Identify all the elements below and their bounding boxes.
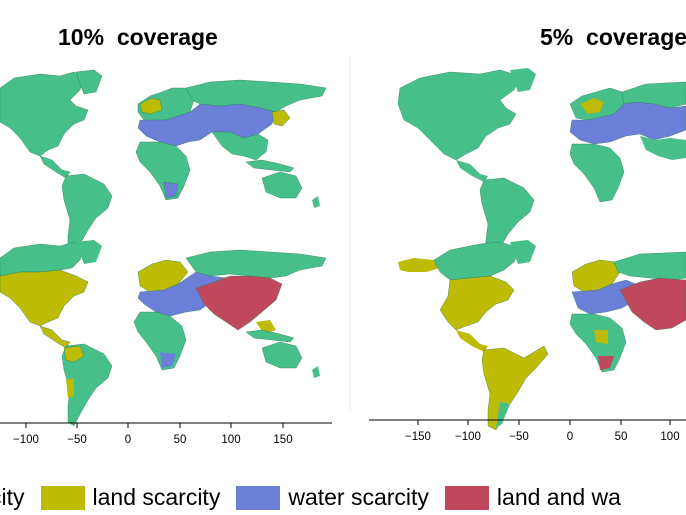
x-tick-label: 100	[221, 434, 240, 446]
r-usa-land	[439, 275, 515, 331]
r-greenland-bottom	[510, 240, 536, 264]
legend-label: water scarcity	[288, 484, 429, 510]
legend-item: land scarcity	[40, 484, 221, 511]
australia-bottom	[261, 341, 303, 369]
r-south-asia	[640, 136, 686, 160]
r-south-america-bottom	[481, 345, 549, 431]
r-greenland	[510, 68, 536, 92]
panel-title-10pct: 10% coverage	[58, 24, 218, 50]
south-america-bottom	[61, 343, 113, 427]
sea-land	[256, 320, 276, 334]
map-left-bottom	[0, 240, 327, 427]
r-africa	[569, 143, 625, 203]
r-europe-bottom	[571, 259, 621, 293]
africa-bottom-water	[160, 352, 176, 368]
australia	[261, 171, 303, 199]
x-tick-label: −100	[13, 434, 39, 446]
legend-swatch	[444, 485, 489, 510]
africa	[135, 141, 191, 201]
mexico-land	[39, 325, 71, 349]
r-south-africa-red	[598, 356, 614, 370]
legend-item: water scarcity	[236, 484, 429, 511]
map-right-bottom	[398, 240, 686, 431]
x-tick-label: 150	[273, 434, 292, 446]
canada-bottom	[0, 241, 85, 277]
x-tick-label: −150	[405, 431, 431, 443]
panel-title-5pct: 5% coverage	[540, 24, 686, 50]
greenland	[75, 69, 103, 95]
east-asia-land	[271, 109, 291, 127]
north-america	[0, 71, 89, 157]
legend-item: city	[0, 484, 25, 511]
r-africa-bottom	[569, 313, 627, 373]
x-tick-label: 50	[615, 431, 628, 443]
south-asia	[211, 131, 269, 161]
r-alaska-land	[398, 258, 440, 272]
legend-label: land and wa	[496, 484, 621, 510]
map-right-top	[397, 68, 686, 261]
r-canada-bottom	[433, 241, 521, 281]
x-tick-label: 100	[660, 431, 679, 443]
new-zealand	[312, 196, 320, 208]
r-africa-bottom-land	[594, 330, 608, 344]
legend-label: city	[0, 484, 25, 510]
legend-swatch	[236, 485, 281, 510]
x-tick-label: −100	[455, 431, 481, 443]
map-left-top	[0, 69, 327, 257]
r-north-america	[397, 69, 521, 161]
indonesia-bottom	[245, 329, 295, 343]
south-america-land	[63, 345, 85, 363]
r-europe-land	[580, 98, 604, 114]
legend-item: land and wa	[444, 484, 621, 511]
r-land-water-belt	[619, 277, 686, 331]
usa-land-scarcity	[0, 269, 89, 327]
x-tick-label: −50	[67, 434, 87, 446]
x-tick-label: 0	[125, 434, 131, 446]
x-axis-right: −150 −100 −50 0 50 100	[369, 419, 686, 443]
greenland-bottom	[76, 240, 102, 264]
nz-bottom	[312, 366, 320, 378]
legend-label: land scarcity	[92, 484, 221, 510]
x-tick-label: −50	[509, 431, 529, 443]
indonesia	[245, 159, 295, 173]
maps-canvas: −100 −50 0 50 100 150 −150 −100 −50 0 50 100	[0, 55, 686, 446]
legend: city land scarcity water scarcity land and …	[0, 484, 637, 511]
europe-bottom-land	[137, 259, 189, 293]
africa-bottom	[133, 311, 187, 371]
r-central-america	[456, 160, 488, 182]
legend-swatch	[40, 485, 85, 510]
x-tick-label: 50	[174, 434, 187, 446]
r-water-belt	[569, 101, 686, 145]
land-and-water-belt	[195, 275, 283, 331]
north-asia-bottom	[185, 249, 327, 279]
south-america-land-2	[66, 378, 74, 398]
r-north-asia-bottom	[613, 251, 686, 281]
x-tick-label: 0	[567, 431, 573, 443]
central-america	[39, 155, 71, 179]
x-axis-left: −100 −50 0 50 100 150	[0, 422, 332, 446]
europe-land-scarcity	[139, 97, 163, 115]
r-mexico-land	[456, 330, 488, 352]
r-south-america-green	[496, 402, 510, 428]
south-africa-water	[163, 181, 179, 199]
